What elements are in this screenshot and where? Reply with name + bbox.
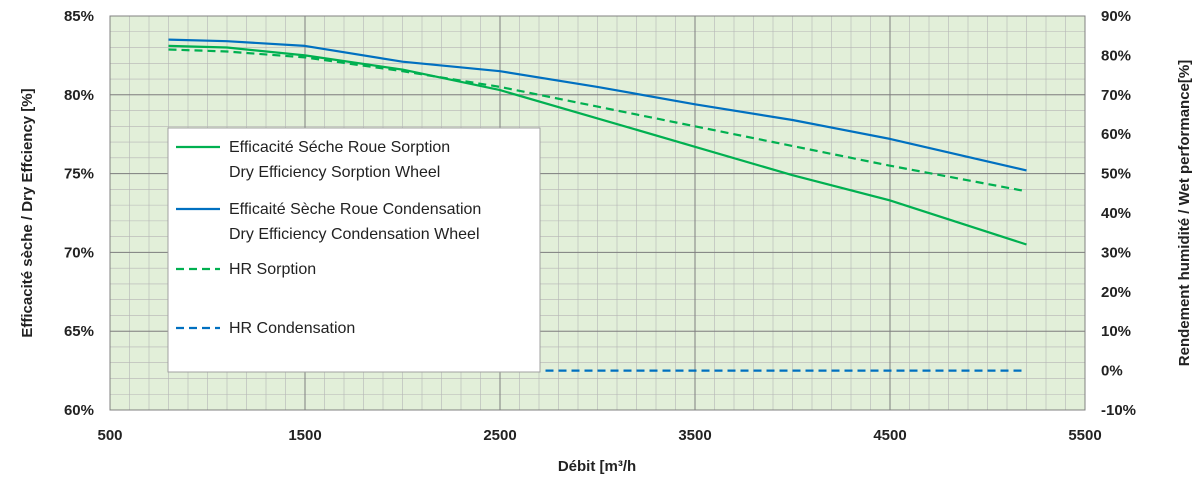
x-tick-label: 500 bbox=[97, 427, 122, 444]
x-tick-label: 4500 bbox=[873, 427, 906, 444]
y2-tick-label: 0% bbox=[1101, 363, 1123, 380]
y2-tick-label: 70% bbox=[1101, 87, 1131, 104]
y-tick-labels: 60% 65% 70% 75% 80% 85% bbox=[64, 8, 94, 419]
legend: Efficacité Séche Roue Sorption Dry Effici… bbox=[167, 127, 541, 373]
x-tick-labels: 500 1500 2500 3500 4500 5500 bbox=[97, 427, 1101, 444]
y2-tick-label: 60% bbox=[1101, 126, 1131, 143]
plot-border bbox=[109, 15, 1086, 411]
y2-tick-label: 20% bbox=[1101, 284, 1131, 301]
y-axis-title: Efficacité sèche / Dry Effciency [%] bbox=[19, 88, 36, 337]
x-tick-label: 3500 bbox=[678, 427, 711, 444]
legend-box bbox=[167, 127, 541, 373]
series-line-2 bbox=[168, 38, 1027, 172]
legend-label-1-en: Dry Efficiency Sorption Wheel bbox=[229, 164, 440, 181]
y2-tick-label: -10% bbox=[1101, 402, 1136, 419]
y2-tick-label: 40% bbox=[1101, 205, 1131, 222]
y-tick-label: 60% bbox=[64, 402, 94, 419]
y2-axis-title: Rendement humidité / Wet performance[%] bbox=[1176, 60, 1193, 366]
legend-label-2: Efficaité Sèche Roue Condensation bbox=[229, 201, 481, 218]
y-tick-label: 65% bbox=[64, 323, 94, 340]
y2-tick-label: 50% bbox=[1101, 166, 1131, 183]
x-tick-label: 2500 bbox=[483, 427, 516, 444]
y2-tick-label: 90% bbox=[1101, 8, 1131, 25]
x-axis-title: Débit [m³/h bbox=[558, 458, 636, 475]
legend-label-3: HR Sorption bbox=[229, 261, 316, 278]
x-tick-label: 5500 bbox=[1068, 427, 1101, 444]
y2-tick-label: 80% bbox=[1101, 47, 1131, 64]
legend-label-1: Efficacité Séche Roue Sorption bbox=[229, 139, 450, 156]
y-tick-label: 85% bbox=[64, 8, 94, 25]
series-line-1 bbox=[168, 44, 1027, 246]
y2-tick-label: 30% bbox=[1101, 244, 1131, 261]
x-tick-label: 1500 bbox=[288, 427, 321, 444]
y-tick-label: 70% bbox=[64, 244, 94, 261]
legend-label-4: HR Condensation bbox=[229, 320, 355, 337]
y-tick-label: 80% bbox=[64, 87, 94, 104]
y2-tick-label: 10% bbox=[1101, 323, 1131, 340]
legend-label-2-en: Dry Efficiency Condensation Wheel bbox=[229, 226, 480, 243]
y2-tick-labels: -10% 0% 10% 20% 30% 40% 50% 60% 70% 80% 90% bbox=[1101, 8, 1136, 419]
series-line-3 bbox=[168, 48, 1027, 193]
y-tick-label: 75% bbox=[64, 166, 94, 183]
